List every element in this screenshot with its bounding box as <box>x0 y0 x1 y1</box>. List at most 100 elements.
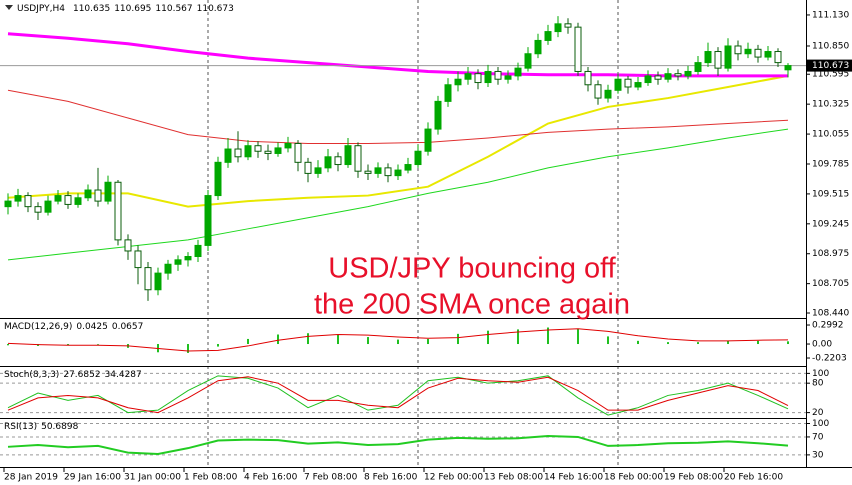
histogram-bar <box>307 333 309 345</box>
histogram-bar <box>457 333 459 345</box>
y-tick-label: 109.785 <box>812 159 849 169</box>
histogram-bar <box>247 338 249 345</box>
candle-body <box>274 147 282 154</box>
candle-body <box>294 142 302 163</box>
candle-body <box>44 200 52 213</box>
menu-icon <box>5 5 13 10</box>
candle-body <box>764 51 772 58</box>
candle-body <box>784 65 792 71</box>
candle-body <box>214 161 222 197</box>
panel-reading: 34.4287 <box>105 370 142 380</box>
candle-body <box>654 75 662 80</box>
candle-body <box>584 70 592 86</box>
histogram-bar <box>97 344 99 345</box>
candle-body <box>114 181 122 241</box>
candle-body <box>684 70 692 77</box>
header-value: 110.673 <box>197 4 234 14</box>
candle-body <box>554 23 562 33</box>
annotation: USD/JPY bouncing off <box>328 253 616 285</box>
histogram-bar <box>67 344 69 346</box>
header-value: 110.695 <box>114 4 151 14</box>
candle-body <box>564 23 572 28</box>
candle-body <box>384 167 392 177</box>
candle-body <box>454 78 462 86</box>
candle-body <box>534 39 542 55</box>
candle-body <box>184 256 192 261</box>
x-tick-label: 7 Feb 08:00 <box>304 473 358 483</box>
panel-reading: 0.0425 <box>76 322 108 332</box>
y-tick-label: 100 <box>812 369 829 379</box>
candle-body <box>34 206 42 213</box>
header-value: 110.567 <box>155 4 192 14</box>
histogram-bar <box>607 336 609 345</box>
candle-body <box>514 67 522 77</box>
candle-body <box>84 189 92 199</box>
candle-body <box>394 169 402 177</box>
candle-body <box>734 45 742 55</box>
candle-body <box>134 250 142 269</box>
candle-body <box>624 78 632 88</box>
y-tick-label: 70 <box>812 432 824 442</box>
candle-body <box>74 197 82 205</box>
candle-body <box>414 150 422 166</box>
price-box <box>807 59 852 72</box>
panel-label: RSI(13) 50.6898 <box>4 422 79 432</box>
candle-body <box>704 51 712 64</box>
candle-body <box>404 164 412 171</box>
candle-body <box>364 170 372 174</box>
histogram-bar <box>637 340 639 345</box>
x-tick-label: 13 Feb 08:00 <box>484 473 543 483</box>
histogram-bar <box>577 328 579 345</box>
candle-body <box>94 189 102 202</box>
candle-body <box>504 75 512 80</box>
candle-body <box>524 53 532 69</box>
y-tick-label: 111.130 <box>812 10 849 20</box>
x-tick-label: 4 Feb 16:00 <box>244 473 298 483</box>
histogram-bar <box>517 329 519 345</box>
histogram-bar <box>367 337 369 345</box>
candle-body <box>714 51 722 69</box>
candle-body <box>144 267 152 291</box>
candle-body <box>264 150 272 154</box>
panel-title: MACD(12,26,9) <box>4 322 72 332</box>
y-tick-label: 0.2992 <box>812 321 844 331</box>
histogram-bar <box>427 338 429 345</box>
candle-body <box>164 263 172 274</box>
annotation: the 200 SMA once again <box>314 289 630 321</box>
candle-body <box>724 45 732 69</box>
header: USDJPY,H4 110.635 110.695 110.567 110.673 <box>17 4 234 14</box>
candle-body <box>494 70 502 80</box>
panel-reading: 50.6898 <box>41 422 78 432</box>
candle-body <box>434 100 442 130</box>
candle-body <box>604 89 612 99</box>
y-tick-label: 80 <box>812 379 824 389</box>
histogram-bar <box>487 330 489 345</box>
candle-body <box>344 145 352 166</box>
candle-body <box>444 84 452 102</box>
candle-body <box>334 156 342 166</box>
candle-body <box>254 145 262 152</box>
y-tick-label: -0.2203 <box>812 354 847 364</box>
candle-body <box>14 195 22 202</box>
candle-body <box>634 82 642 88</box>
candle-body <box>174 259 182 265</box>
header-value: 110.635 <box>73 4 110 14</box>
y-tick-label: 109.245 <box>812 219 849 229</box>
x-tick-label: 18 Feb 00:00 <box>604 473 663 483</box>
panel-reading: 0.0657 <box>112 322 144 332</box>
candle-body <box>104 181 112 202</box>
panel-reading: 27.6852 <box>63 370 100 380</box>
x-tick-label: 1 Feb 08:00 <box>184 473 238 483</box>
candle-body <box>54 195 62 202</box>
candle-body <box>484 70 492 84</box>
x-tick-label: 8 Feb 16:00 <box>364 473 418 483</box>
panel-title: RSI(13) <box>4 422 37 432</box>
histogram-bar <box>187 344 189 353</box>
histogram-bar <box>787 341 789 345</box>
candle-body <box>204 195 212 246</box>
candle-body <box>464 73 472 80</box>
candle-body <box>194 244 202 258</box>
candle-body <box>594 84 602 99</box>
